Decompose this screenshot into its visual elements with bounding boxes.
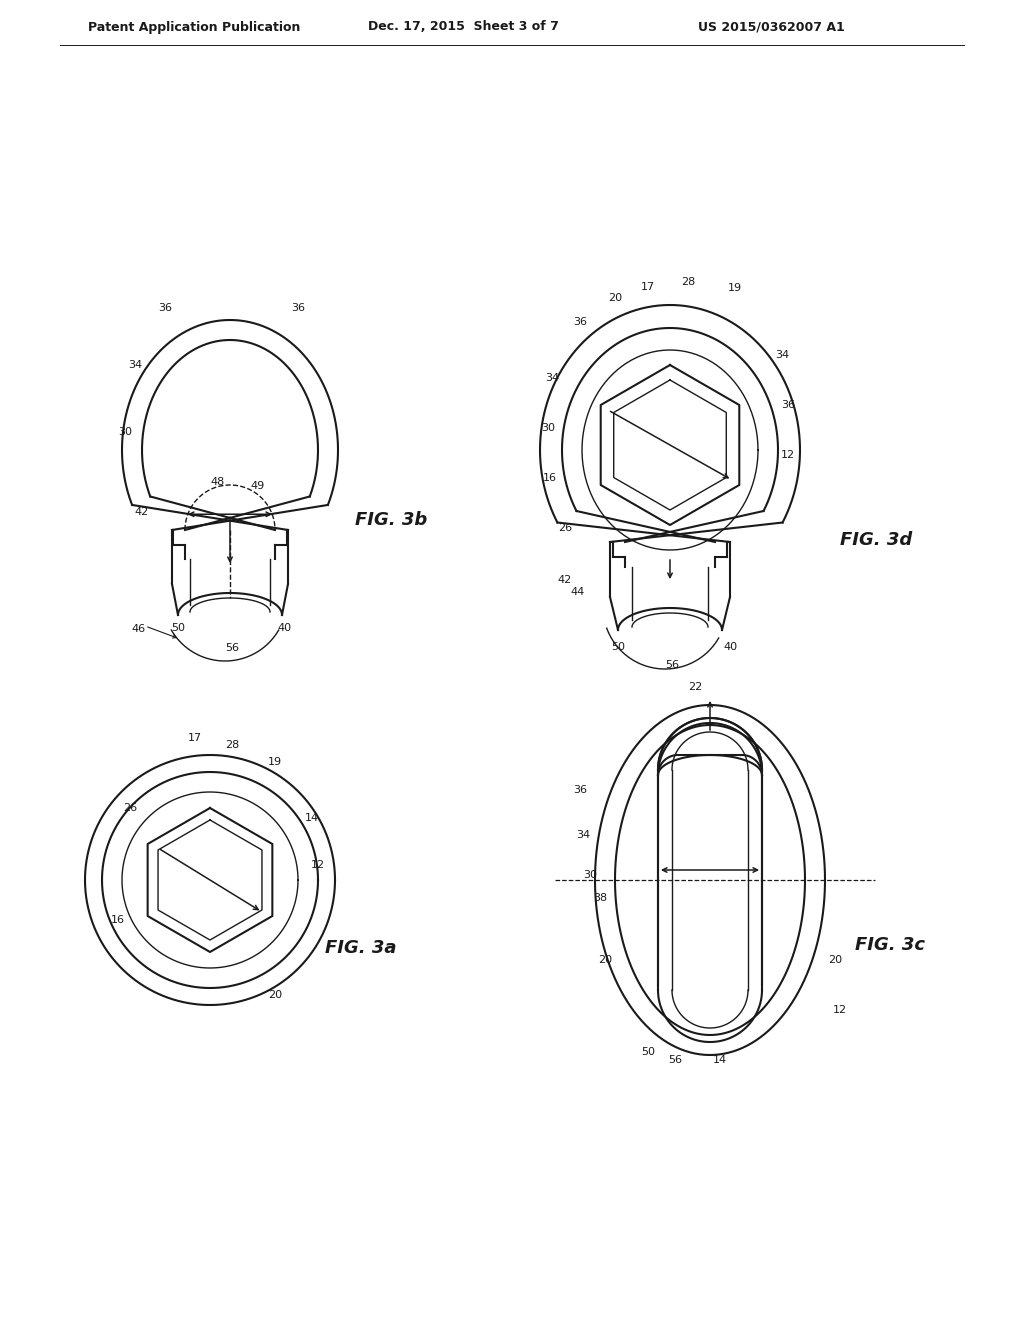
Text: 17: 17 [188,733,202,743]
Text: 40: 40 [723,642,737,652]
Text: 12: 12 [833,1005,847,1015]
Text: 34: 34 [775,350,790,360]
Text: US 2015/0362007 A1: US 2015/0362007 A1 [698,21,845,33]
Text: 26: 26 [558,523,572,533]
Text: 49: 49 [251,482,265,491]
Text: 40: 40 [278,623,292,634]
Text: 42: 42 [558,576,572,585]
Text: FIG. 3b: FIG. 3b [355,511,427,529]
Text: 28: 28 [681,277,695,286]
Text: 34: 34 [545,374,559,383]
Text: 50: 50 [171,623,185,634]
Text: 56: 56 [668,1055,682,1065]
Text: 36: 36 [158,304,172,313]
Text: 12: 12 [311,861,325,870]
Text: 16: 16 [543,473,557,483]
Text: 42: 42 [135,507,150,517]
Text: 56: 56 [225,643,239,653]
Text: 30: 30 [583,870,597,880]
Text: 48: 48 [211,478,225,487]
Text: 20: 20 [828,954,842,965]
Text: 12: 12 [781,450,795,459]
Text: 19: 19 [728,282,742,293]
Text: FIG. 3d: FIG. 3d [840,531,912,549]
Text: 14: 14 [713,1055,727,1065]
Text: 26: 26 [123,803,137,813]
Text: 14: 14 [305,813,319,822]
Text: 36: 36 [781,400,795,411]
Text: 34: 34 [575,830,590,840]
Text: FIG. 3a: FIG. 3a [325,939,396,957]
Text: Patent Application Publication: Patent Application Publication [88,21,300,33]
Text: 30: 30 [118,426,132,437]
Text: 50: 50 [641,1047,655,1057]
Text: Dec. 17, 2015  Sheet 3 of 7: Dec. 17, 2015 Sheet 3 of 7 [368,21,559,33]
Text: 28: 28 [225,741,240,750]
Text: 17: 17 [641,282,655,292]
Text: 44: 44 [570,587,585,597]
Text: 20: 20 [268,990,282,1001]
Text: 20: 20 [598,954,612,965]
Text: FIG. 3c: FIG. 3c [855,936,925,954]
Text: 20: 20 [608,293,622,304]
Text: 19: 19 [268,756,282,767]
Text: 56: 56 [665,660,679,671]
Text: 36: 36 [573,317,587,327]
Text: 36: 36 [291,304,305,313]
Text: 50: 50 [611,642,625,652]
Text: 30: 30 [541,422,555,433]
Text: 22: 22 [688,682,702,692]
Text: 38: 38 [593,894,607,903]
Text: 34: 34 [128,360,142,370]
Text: 16: 16 [111,915,125,925]
Text: 36: 36 [573,785,587,795]
Text: 46: 46 [131,624,145,634]
